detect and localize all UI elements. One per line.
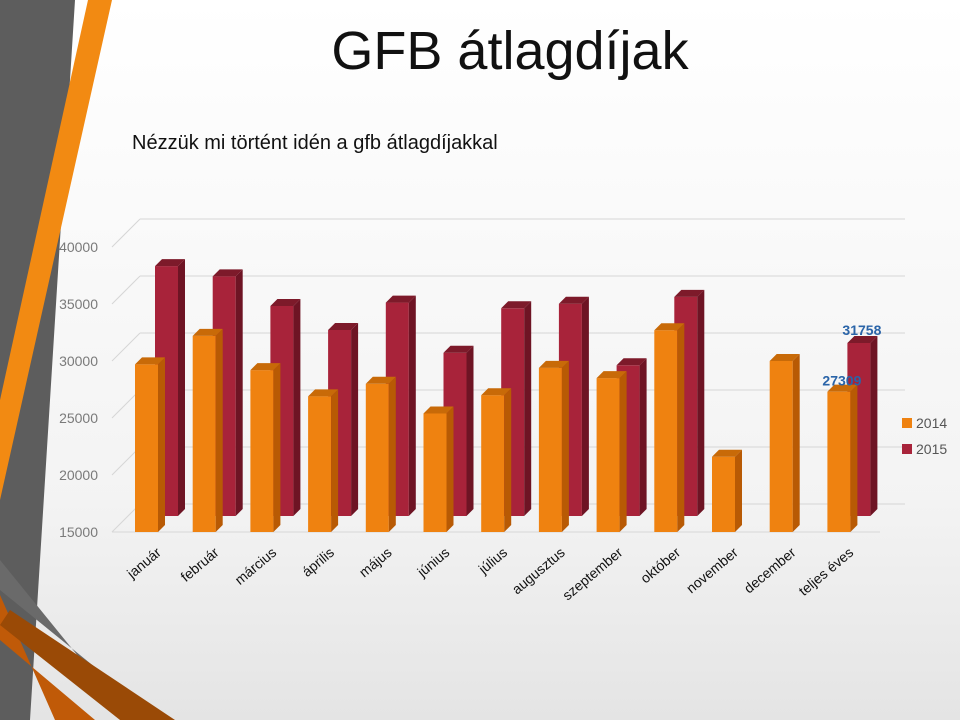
x-tick-label: január (123, 544, 164, 582)
y-tick-label: 25000 (59, 410, 98, 426)
y-axis: 15000 20000 25000 30000 35000 40000 (59, 239, 98, 540)
legend: 2014 2015 (902, 415, 947, 457)
bar-2014-2 (250, 363, 281, 532)
y-tick-label: 15000 (59, 524, 98, 540)
legend-swatch-2014 (902, 418, 912, 428)
bar-2014-12 (827, 384, 858, 532)
bar-2014-11 (769, 354, 800, 532)
legend-label-2015: 2015 (916, 441, 947, 457)
x-tick-label: december (741, 544, 799, 596)
y-tick-label: 40000 (59, 239, 98, 255)
page-subtitle: Nézzük mi történt idén a gfb átlagdíjakk… (132, 132, 498, 154)
data-label: 27309 (822, 373, 861, 389)
bar-2014-3 (308, 389, 339, 532)
bar-2014-5 (423, 406, 454, 532)
orange-stripe (0, 0, 112, 500)
bar-2014-10 (712, 449, 742, 532)
x-tick-label: július (475, 544, 510, 577)
x-tick-label: október (637, 544, 683, 586)
y-tick-label: 20000 (59, 467, 98, 483)
bar-2014-0 (135, 357, 165, 532)
page-title: GFB átlagdíjak (331, 21, 689, 81)
bar-2014-7 (538, 360, 569, 532)
x-tick-label: április (299, 544, 337, 580)
bar-2014-9 (654, 323, 685, 532)
bottom-orange-stripe (0, 595, 95, 720)
legend-label-2014: 2014 (916, 415, 947, 431)
bar-2014-4 (365, 376, 396, 532)
x-tick-label: teljes éves (795, 544, 856, 599)
y-tick-label: 35000 (59, 296, 98, 312)
gridline-depth (111, 218, 141, 248)
data-labels: 27309 31758 (822, 322, 881, 389)
bars (135, 259, 878, 532)
x-tick-label: június (413, 544, 452, 580)
x-axis: január február március április május június jú… (123, 544, 856, 603)
x-tick-label: május (356, 544, 395, 580)
x-tick-label: március (231, 544, 279, 588)
gridline-depth (111, 275, 141, 305)
x-tick-label: szeptember (559, 544, 626, 603)
y-tick-label: 30000 (59, 353, 98, 369)
data-label: 31758 (842, 322, 881, 338)
bottom-dark-stripe (0, 610, 175, 720)
bar-2014-8 (596, 371, 627, 532)
bar-2014-1 (192, 328, 223, 532)
legend-swatch-2015 (902, 444, 912, 454)
bar-2014-6 (481, 388, 512, 532)
x-tick-label: november (683, 544, 741, 596)
x-tick-label: augusztus (509, 544, 568, 597)
bar-2015-0 (155, 259, 185, 516)
x-tick-label: február (177, 544, 222, 585)
gridline-depth (111, 332, 141, 362)
